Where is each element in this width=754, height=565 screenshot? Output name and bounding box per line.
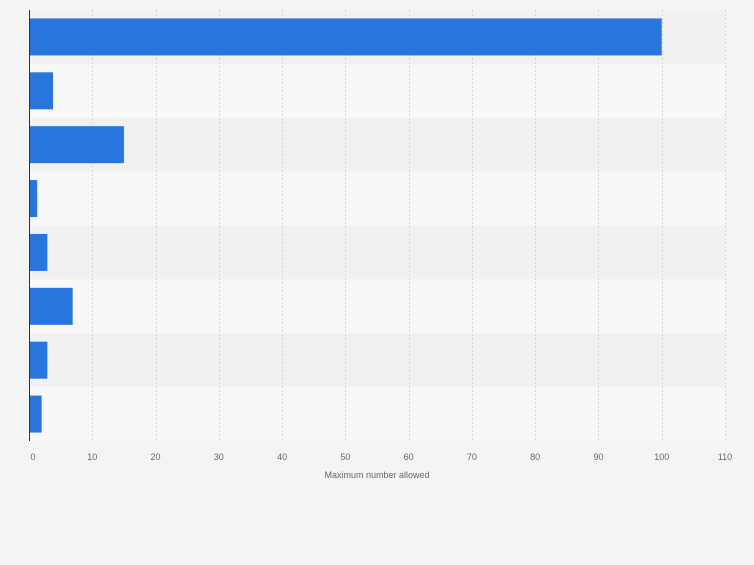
bars: [30, 18, 662, 433]
x-tick-label: 50: [340, 452, 350, 462]
bar: [30, 72, 54, 110]
x-tick-label: 10: [87, 452, 97, 462]
x-tick-label: 90: [593, 452, 603, 462]
bar: [30, 287, 73, 325]
row-band: [29, 333, 725, 388]
x-tick-label: 40: [277, 452, 287, 462]
bar: [30, 233, 48, 271]
x-axis-title: Maximum number allowed: [324, 470, 429, 480]
bar: [30, 341, 48, 379]
bar: [30, 18, 662, 56]
x-tick-label: 110: [718, 452, 732, 462]
row-band: [29, 225, 725, 280]
bar: [30, 180, 38, 218]
x-tick-label: 80: [530, 452, 540, 462]
x-tick-label: 70: [467, 452, 477, 462]
x-tick-labels: 0 10 20 30 40 50 60 70 80 90 100 110: [30, 452, 732, 462]
row-bands: [29, 10, 725, 441]
x-tick-label: 0: [30, 452, 35, 462]
bar: [30, 126, 124, 164]
x-tick-label: 100: [654, 452, 669, 462]
x-tick-label: 30: [214, 452, 224, 462]
bar: [30, 395, 42, 433]
row-band: [29, 279, 725, 334]
row-band: [29, 63, 725, 118]
row-band: [29, 171, 725, 226]
x-tick-label: 60: [404, 452, 414, 462]
x-tick-label: 20: [151, 452, 161, 462]
row-band: [29, 117, 725, 172]
row-band: [29, 387, 725, 441]
